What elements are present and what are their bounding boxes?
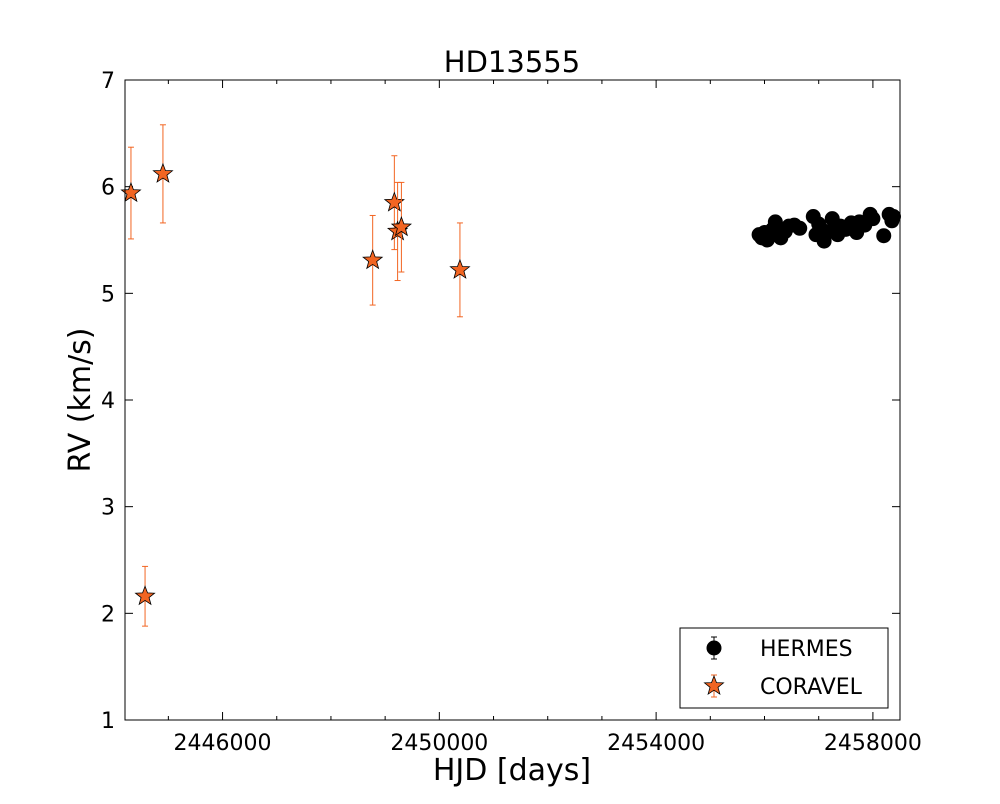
legend-circle-marker <box>706 640 722 656</box>
series-coravel <box>120 124 471 627</box>
x-tick-label: 2458000 <box>824 731 922 756</box>
data-point-star <box>134 585 156 606</box>
y-axis-label: RV (km/s) <box>63 327 98 472</box>
x-tick-label: 2450000 <box>390 731 488 756</box>
data-point-star <box>152 162 174 183</box>
y-tick-label: 6 <box>101 176 115 201</box>
data-point-star <box>449 258 471 279</box>
data-point-circle <box>876 228 892 244</box>
legend: HERMES CORAVEL <box>679 627 889 709</box>
x-axis-label: HJD [days] <box>433 753 591 788</box>
y-tick-label: 1 <box>101 709 115 734</box>
data-point-circle <box>792 220 808 236</box>
y-tick-label: 7 <box>101 69 115 94</box>
data-point-circle <box>767 214 783 230</box>
x-tick-label: 2446000 <box>174 731 272 756</box>
x-tick-label: 2454000 <box>607 731 705 756</box>
legend-label: CORAVEL <box>760 675 863 700</box>
data-point-star <box>120 181 142 203</box>
y-tick-label: 4 <box>101 389 115 414</box>
series-hermes <box>751 206 901 249</box>
legend-label: HERMES <box>760 637 853 662</box>
y-tick-label: 5 <box>101 282 115 307</box>
data-point-circle <box>885 209 901 225</box>
data-point-circle <box>865 211 881 227</box>
data-point-star <box>362 249 384 270</box>
chart-title: HD13555 <box>444 45 580 79</box>
y-tick-label: 2 <box>101 602 115 627</box>
y-tick-label: 3 <box>101 496 115 521</box>
legend-star-marker <box>703 674 725 696</box>
plot-frame <box>124 79 901 721</box>
data-point-star <box>390 216 412 237</box>
